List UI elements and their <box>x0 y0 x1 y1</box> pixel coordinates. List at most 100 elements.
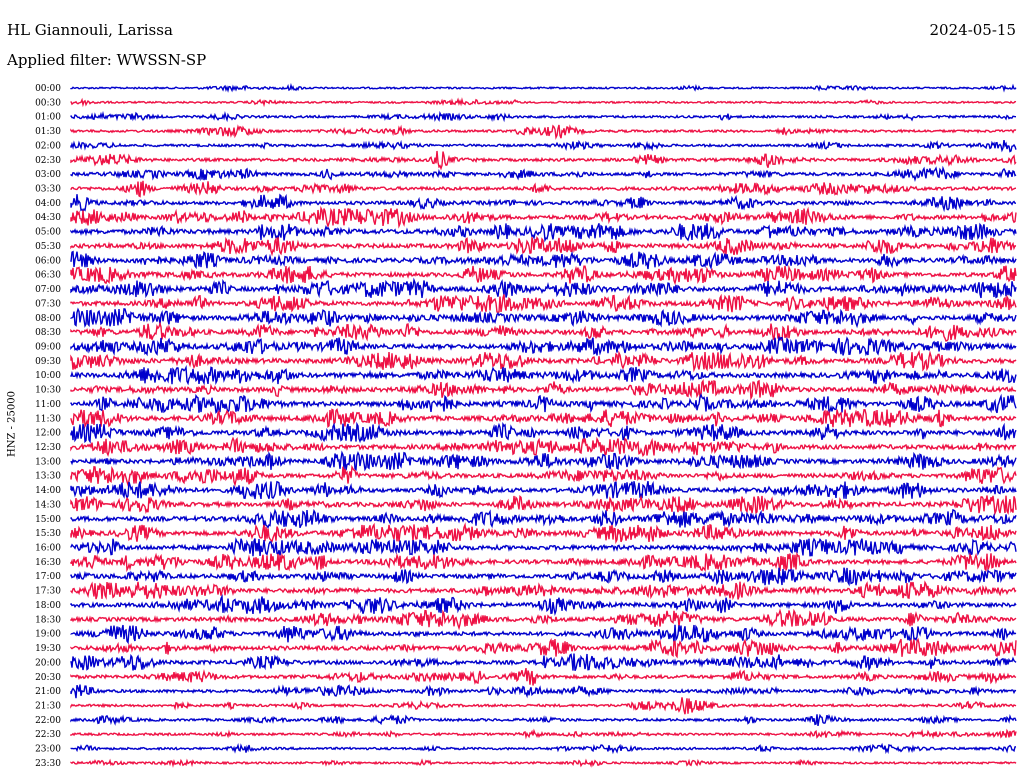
trace-line <box>70 150 1017 171</box>
row-time-label: 17:00 <box>35 572 61 582</box>
row-time-label: 06:00 <box>35 256 61 266</box>
trace-line <box>70 608 1017 631</box>
row-time-label: 07:00 <box>35 285 61 295</box>
row-time-label: 03:00 <box>35 170 61 180</box>
row-time-label: 09:00 <box>35 342 61 352</box>
trace-line <box>70 713 1017 727</box>
trace-line <box>70 593 1017 617</box>
row-time-label: 10:00 <box>35 371 61 381</box>
trace-line <box>70 364 1017 386</box>
trace-line <box>70 97 1017 108</box>
row-time-label: 22:00 <box>35 716 61 726</box>
trace-line <box>70 335 1017 357</box>
row-time-label: 01:30 <box>35 127 61 137</box>
row-time-label: 22:30 <box>35 730 61 740</box>
row-time-label: 04:30 <box>35 213 61 223</box>
trace-line <box>70 522 1017 545</box>
trace-line <box>70 637 1017 659</box>
trace-line <box>70 421 1017 444</box>
trace-line <box>70 321 1017 342</box>
row-time-label: 04:00 <box>35 199 61 209</box>
trace-line <box>70 667 1017 686</box>
row-time-label: 17:30 <box>35 587 61 597</box>
trace-line <box>70 551 1017 573</box>
trace-line <box>70 624 1017 645</box>
row-time-label: 18:30 <box>35 615 61 625</box>
trace-line <box>70 684 1017 699</box>
trace-line <box>70 235 1017 257</box>
row-time-label: 12:30 <box>35 443 61 453</box>
row-time-label: 14:00 <box>35 486 61 496</box>
trace-line <box>70 464 1017 488</box>
trace-line <box>70 653 1017 672</box>
row-time-label: 08:00 <box>35 314 61 324</box>
trace-line <box>70 580 1017 601</box>
trace-line <box>70 193 1016 213</box>
row-time-label: 13:30 <box>35 472 61 482</box>
trace-line <box>70 407 1017 429</box>
row-time-label: 15:00 <box>35 515 61 525</box>
row-time-label: 03:30 <box>35 185 61 195</box>
row-time-label: 02:00 <box>35 141 61 151</box>
trace-line <box>70 293 1017 314</box>
station-title: HL Giannouli, Larissa <box>7 21 173 39</box>
row-time-label: 11:00 <box>35 400 61 410</box>
trace-line <box>70 450 1017 472</box>
trace-line <box>70 139 1017 153</box>
row-time-label: 18:00 <box>35 601 61 611</box>
row-time-label: 12:00 <box>35 429 61 439</box>
trace-line <box>70 277 1017 299</box>
row-time-label: 00:30 <box>35 98 61 108</box>
trace-line <box>70 480 1017 500</box>
filter-label: Applied filter: WWSSN-SP <box>7 51 207 69</box>
trace-line <box>70 508 1017 529</box>
row-time-label: 11:30 <box>35 414 61 424</box>
trace-line <box>70 742 1017 755</box>
row-time-label: 07:30 <box>35 299 61 309</box>
trace-line <box>70 758 1017 768</box>
trace-line <box>70 222 1017 243</box>
row-time-label: 00:00 <box>35 84 61 94</box>
row-time-label: 09:30 <box>35 357 61 367</box>
trace-line <box>70 205 1017 229</box>
row-time-label: 08:30 <box>35 328 61 338</box>
row-time-label: 19:00 <box>35 630 61 640</box>
trace-line <box>70 264 1017 286</box>
row-time-label: 05:30 <box>35 242 61 252</box>
row-time-label: 14:30 <box>35 500 61 510</box>
trace-line <box>70 378 1017 401</box>
row-time-label: 21:30 <box>35 701 61 711</box>
trace-line <box>70 180 1017 198</box>
row-time-label: 21:00 <box>35 687 61 697</box>
trace-line <box>70 250 1017 271</box>
row-time-label: 01:00 <box>35 113 61 123</box>
row-time-label: 23:30 <box>35 759 61 769</box>
trace-line <box>70 494 1017 516</box>
trace-line <box>70 436 1017 457</box>
row-time-label: 15:30 <box>35 529 61 539</box>
row-time-label: 10:30 <box>35 386 61 396</box>
trace-line <box>70 567 1017 587</box>
row-time-label: 05:00 <box>35 228 61 238</box>
row-time-label: 20:30 <box>35 673 61 683</box>
trace-line <box>70 165 1017 183</box>
row-time-label: 23:00 <box>35 745 61 755</box>
row-time-label: 02:30 <box>35 156 61 166</box>
trace-line <box>70 124 1017 140</box>
trace-line <box>70 349 1017 373</box>
row-time-label: 16:00 <box>35 544 61 554</box>
trace-line <box>70 110 1016 123</box>
row-time-label: 13:00 <box>35 457 61 467</box>
trace-line <box>70 82 1017 93</box>
row-time-label: 06:30 <box>35 271 61 281</box>
trace-line <box>70 728 1017 740</box>
trace-line <box>70 393 1017 414</box>
row-time-label: 19:30 <box>35 644 61 654</box>
trace-line <box>70 307 1017 329</box>
trace-line <box>70 697 1017 715</box>
date-label: 2024-05-15 <box>929 21 1016 39</box>
trace-line <box>70 537 1017 557</box>
row-time-label: 20:00 <box>35 658 61 668</box>
row-time-label: 16:30 <box>35 558 61 568</box>
